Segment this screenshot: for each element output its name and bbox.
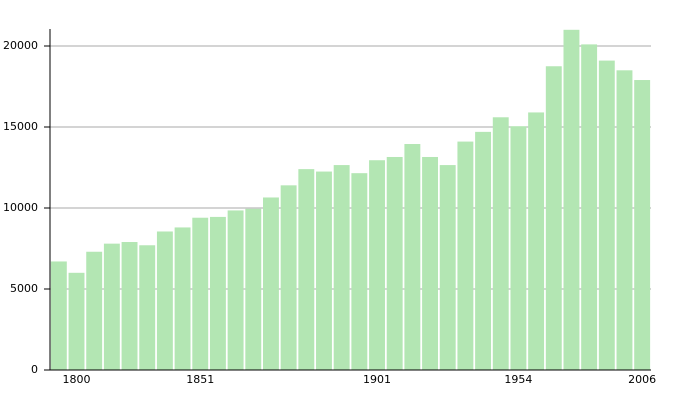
bar — [439, 165, 456, 370]
bar — [50, 261, 67, 370]
x-tick-label: 1954 — [504, 373, 532, 386]
bar — [598, 60, 615, 370]
x-tick-label: 1901 — [363, 373, 391, 386]
bar — [209, 216, 226, 370]
bar — [263, 197, 279, 370]
bar — [563, 29, 580, 371]
y-tick-label: 10000 — [3, 201, 38, 214]
y-tick-label: 0 — [31, 363, 38, 376]
bar — [121, 242, 138, 370]
bar — [245, 208, 262, 370]
bar — [68, 272, 85, 370]
bar — [510, 126, 527, 371]
bar — [280, 185, 297, 370]
bar — [298, 169, 315, 370]
bar — [86, 251, 103, 370]
y-tick-label: 15000 — [3, 120, 38, 133]
bar — [616, 70, 633, 371]
bar — [386, 156, 403, 370]
bar — [528, 112, 545, 370]
x-tick-label: 2006 — [628, 373, 656, 386]
bar — [103, 243, 120, 370]
y-tick-label: 5000 — [10, 282, 38, 295]
bar — [492, 117, 509, 370]
y-tick-label: 20000 — [3, 39, 38, 52]
bar — [227, 210, 244, 370]
x-tick-label: 1800 — [63, 373, 91, 386]
bar — [174, 227, 191, 370]
bar — [581, 44, 598, 370]
bar — [369, 160, 385, 370]
bar — [351, 173, 368, 370]
bar — [422, 156, 438, 370]
x-tick-label: 1851 — [186, 373, 214, 386]
bar — [634, 80, 651, 370]
bar — [192, 217, 209, 370]
bar — [404, 144, 421, 370]
bar — [333, 165, 350, 370]
bar — [475, 131, 492, 370]
bar — [457, 141, 474, 370]
bar — [156, 231, 173, 370]
bar — [545, 66, 562, 370]
bar — [316, 171, 332, 370]
bar — [139, 245, 156, 370]
